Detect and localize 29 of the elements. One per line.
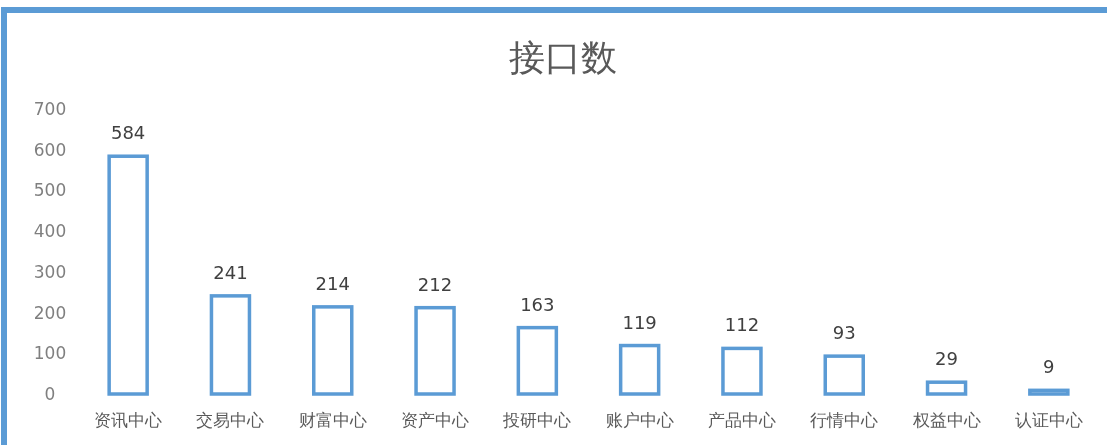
- data-label: 212: [417, 273, 453, 295]
- data-label: 584: [110, 122, 146, 144]
- x-tick-label: 认证中心: [1014, 410, 1083, 430]
- y-tick-label: 400: [33, 221, 67, 242]
- x-tick-label: 产品中心: [707, 410, 776, 430]
- y-tick-label: 600: [33, 139, 67, 160]
- y-tick-label: 300: [33, 261, 67, 282]
- data-label: 93: [832, 322, 856, 344]
- x-tick-label: 投研中心: [502, 410, 572, 430]
- chart-title: 接口数: [509, 37, 617, 78]
- data-label: 29: [935, 348, 958, 370]
- x-tick-label: 交易中心: [196, 410, 265, 430]
- x-tick-label: 权益中心: [911, 410, 981, 430]
- y-tick-label: 100: [33, 343, 67, 364]
- x-tick-label: 财富中心: [298, 410, 367, 430]
- data-label: 214: [315, 272, 350, 294]
- data-label: 9: [1043, 356, 1055, 378]
- x-tick-label: 资产中心: [401, 410, 470, 430]
- y-tick-label: 500: [33, 180, 67, 201]
- data-label: 163: [520, 293, 555, 315]
- data-label: 241: [213, 261, 248, 283]
- x-tick-label: 资讯中心: [94, 410, 163, 430]
- y-tick-label: 200: [33, 302, 67, 323]
- data-label: 119: [622, 311, 657, 333]
- y-tick-label: 0: [44, 384, 56, 404]
- y-tick-label: 700: [33, 99, 67, 119]
- x-tick-label: 行情中心: [810, 410, 879, 430]
- data-label: 112: [724, 314, 760, 336]
- x-tick-label: 账户中心: [605, 410, 674, 430]
